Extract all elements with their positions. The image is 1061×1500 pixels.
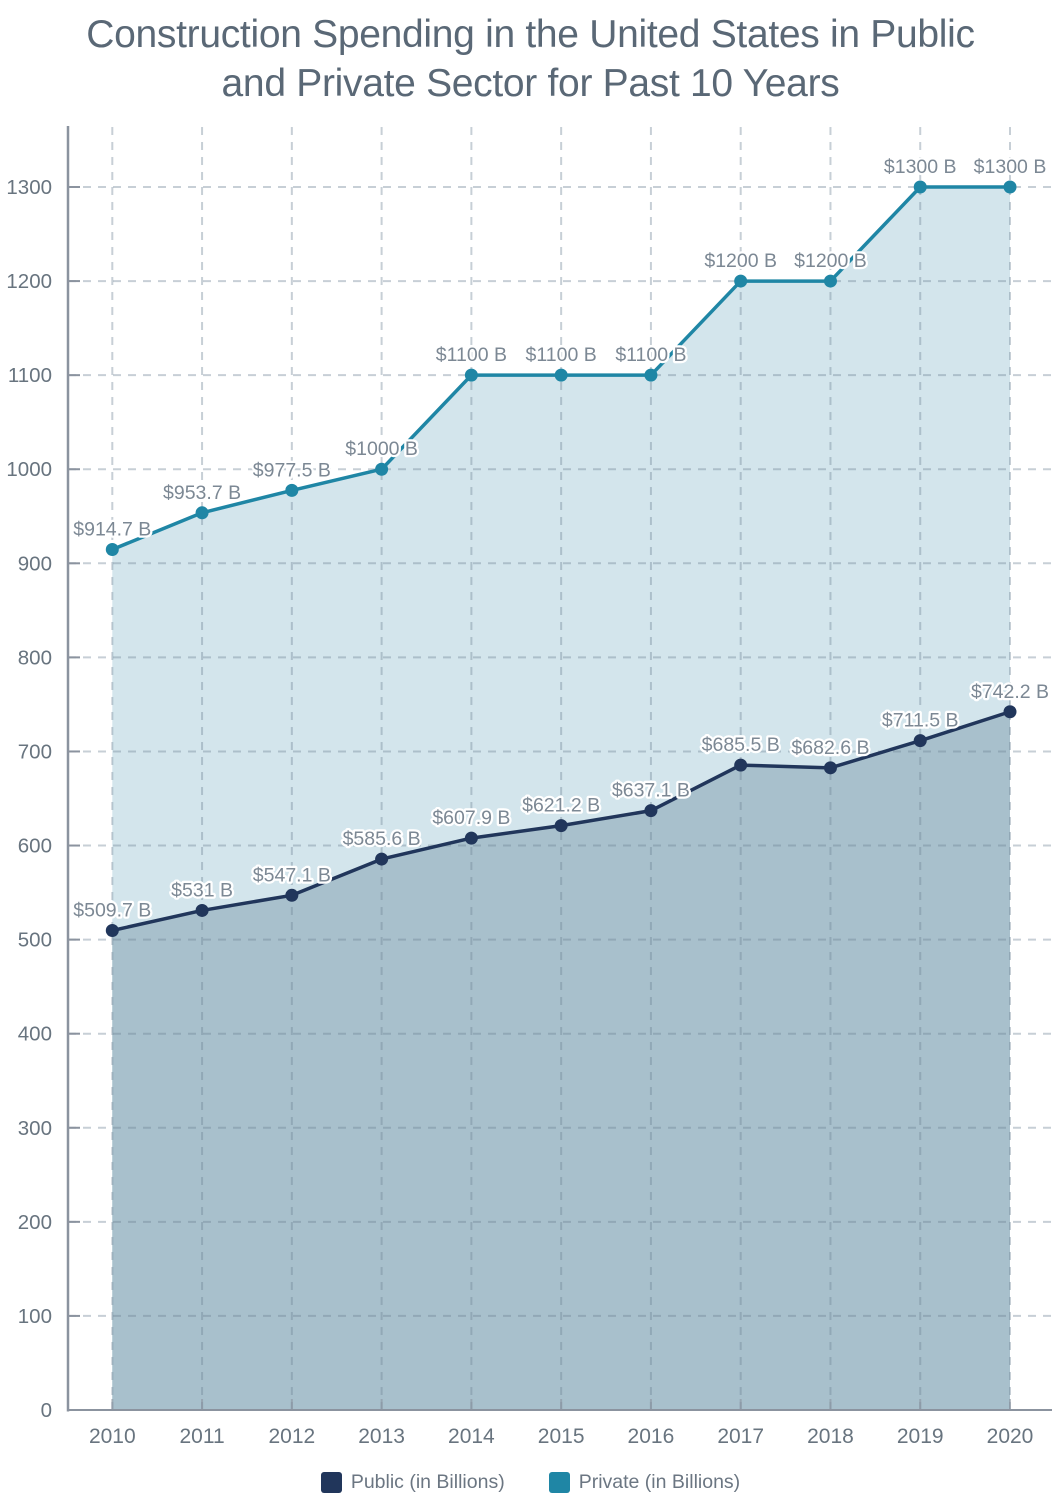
y-axis-label: 300 bbox=[18, 1117, 52, 1140]
public-point-2018 bbox=[823, 761, 837, 775]
private-point-2012 bbox=[285, 483, 299, 497]
legend-item-public[interactable]: Public (in Billions) bbox=[320, 1471, 505, 1494]
public-point-2012 bbox=[285, 888, 299, 902]
private-value-label: $1000 B bbox=[345, 438, 418, 460]
private-value-label: $1300 B bbox=[974, 156, 1047, 178]
x-axis-label: 2013 bbox=[358, 1425, 405, 1448]
private-value-label: $1300 B bbox=[884, 156, 957, 178]
chart-title-line1: Construction Spending in the United Stat… bbox=[86, 13, 975, 56]
public-value-label: $637.1 B bbox=[612, 780, 690, 802]
legend-label-private: Private (in Billions) bbox=[578, 1471, 741, 1493]
legend-swatch-private bbox=[548, 1472, 570, 1493]
public-value-label: $509.7 B bbox=[73, 899, 151, 921]
public-point-2015 bbox=[554, 819, 568, 833]
public-value-label: $742.2 B bbox=[971, 681, 1049, 703]
public-value-label: $711.5 B bbox=[882, 710, 959, 732]
private-point-2015 bbox=[554, 368, 568, 382]
private-value-label: $1200 B bbox=[794, 250, 867, 272]
public-point-2020 bbox=[1003, 705, 1017, 719]
public-value-label: $685.5 B bbox=[702, 734, 780, 756]
chart-title-line2: and Private Sector for Past 10 Years bbox=[221, 62, 840, 105]
x-axis-label: 2012 bbox=[268, 1425, 315, 1448]
private-value-label: $914.7 B bbox=[73, 518, 151, 540]
x-axis-label: 2017 bbox=[717, 1425, 764, 1448]
legend-label-public: Public (in Billions) bbox=[350, 1471, 505, 1493]
private-value-label: $1100 B bbox=[436, 344, 507, 366]
private-point-2020 bbox=[1003, 180, 1017, 194]
chart-title: Construction Spending in the United Stat… bbox=[0, 10, 1061, 108]
y-axis-label: 1300 bbox=[6, 176, 52, 199]
y-axis-label: 1000 bbox=[6, 458, 52, 481]
private-value-label: $1100 B bbox=[615, 344, 686, 366]
x-axis-label: 2016 bbox=[628, 1425, 675, 1448]
private-point-2018 bbox=[823, 274, 837, 288]
private-point-2013 bbox=[375, 462, 389, 476]
private-value-label: $1100 B bbox=[526, 344, 597, 366]
x-axis-label: 2018 bbox=[807, 1425, 854, 1448]
y-axis-label: 700 bbox=[18, 740, 52, 763]
y-axis-label: 1200 bbox=[6, 270, 52, 293]
private-point-2011 bbox=[195, 506, 209, 520]
x-axis-label: 2014 bbox=[448, 1425, 495, 1448]
public-value-label: $621.2 B bbox=[522, 795, 600, 817]
public-value-label: $585.6 B bbox=[343, 828, 421, 850]
x-axis-label: 2011 bbox=[179, 1425, 224, 1448]
y-axis-label: 0 bbox=[41, 1399, 52, 1422]
private-point-2017 bbox=[734, 274, 748, 288]
x-axis-label: 2020 bbox=[987, 1425, 1034, 1448]
y-axis-label: 100 bbox=[18, 1305, 52, 1328]
public-point-2016 bbox=[644, 804, 658, 818]
private-value-label: $1200 B bbox=[704, 250, 777, 272]
y-axis-label: 400 bbox=[18, 1023, 52, 1046]
public-value-label: $531 B bbox=[171, 879, 233, 901]
private-point-2014 bbox=[464, 368, 478, 382]
public-point-2014 bbox=[464, 831, 478, 845]
y-axis-label: 500 bbox=[18, 929, 52, 952]
private-value-label: $953.7 B bbox=[163, 482, 241, 504]
public-point-2010 bbox=[105, 923, 119, 937]
private-point-2010 bbox=[105, 542, 119, 556]
y-axis-label: 800 bbox=[18, 646, 52, 669]
private-point-2019 bbox=[913, 180, 927, 194]
chart-legend: Public (in Billions) Private (in Billion… bbox=[0, 1471, 1061, 1494]
legend-swatch-public bbox=[320, 1472, 342, 1493]
public-value-label: $682.6 B bbox=[791, 737, 869, 759]
public-point-2019 bbox=[913, 734, 927, 748]
legend-item-private[interactable]: Private (in Billions) bbox=[548, 1471, 741, 1494]
private-value-label: $977.5 B bbox=[253, 459, 331, 481]
public-point-2017 bbox=[734, 758, 748, 772]
x-axis-label: 2015 bbox=[538, 1425, 585, 1448]
public-point-2011 bbox=[195, 903, 209, 917]
public-value-label: $607.9 B bbox=[432, 807, 510, 829]
x-axis-label: 2010 bbox=[89, 1425, 136, 1448]
private-point-2016 bbox=[644, 368, 658, 382]
y-axis-label: 900 bbox=[18, 552, 52, 575]
x-axis-label: 2019 bbox=[897, 1425, 944, 1448]
public-value-label: $547.1 B bbox=[253, 864, 331, 886]
public-point-2013 bbox=[375, 852, 389, 866]
y-axis-label: 200 bbox=[18, 1211, 52, 1234]
area-public bbox=[112, 711, 1011, 1410]
y-axis-label: 600 bbox=[18, 835, 52, 858]
y-axis-label: 1100 bbox=[8, 364, 52, 387]
